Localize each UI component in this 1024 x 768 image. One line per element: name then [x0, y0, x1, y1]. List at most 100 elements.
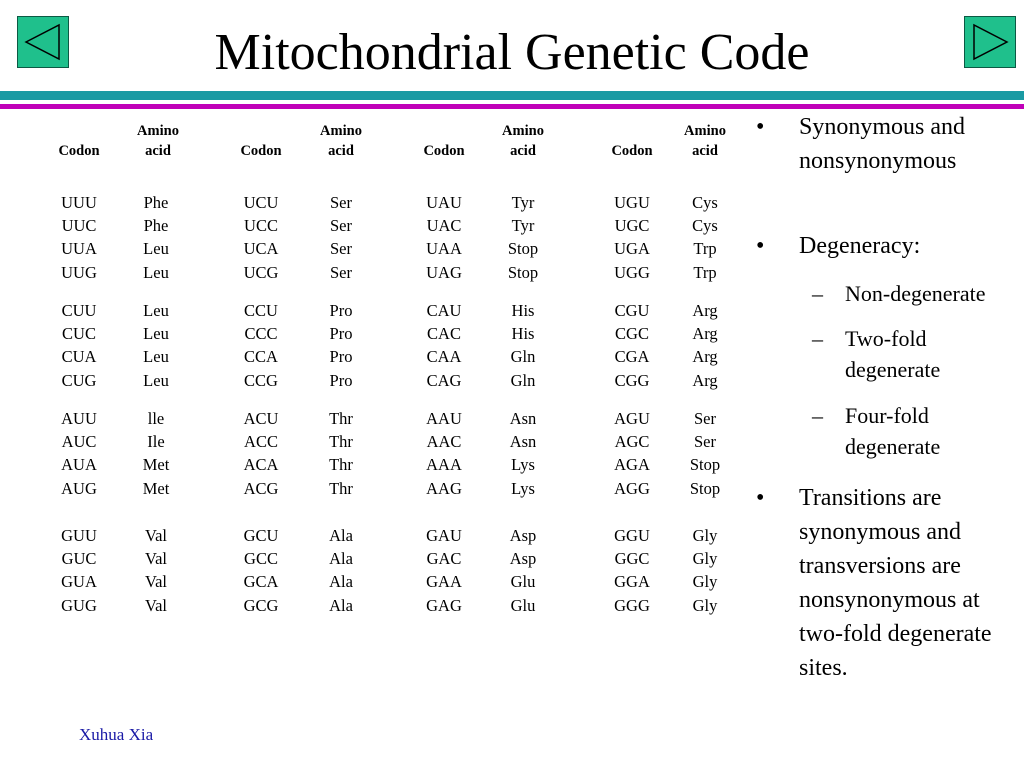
codon-cell: GGC — [614, 549, 650, 569]
slide-title: Mitochondrial Genetic Code — [214, 24, 810, 81]
amino-acid-cell: Leu — [143, 262, 169, 282]
codon-cell: CAU — [426, 301, 462, 320]
amino-acid-cell: Val — [145, 549, 167, 569]
amino-acid-cell: Leu — [143, 324, 169, 344]
header-amino-acid-line2: acid — [328, 143, 354, 159]
codon-cell: AUA — [61, 455, 97, 475]
codon-cell: UAC — [426, 216, 462, 236]
amino-acid-cell: Lys — [511, 478, 535, 498]
amino-acid-cell: Stop — [507, 239, 539, 259]
codon-cell: GUC — [61, 549, 97, 569]
amino-acid-cell: His — [511, 301, 535, 320]
amino-acid-cell: Ile — [147, 432, 165, 452]
bullet-text: Non-degenerate — [845, 281, 986, 306]
codon-cell: CUU — [61, 301, 97, 320]
amino-acid-cell: Pro — [329, 324, 353, 344]
amino-acid-cell: Gln — [510, 347, 536, 367]
codon-cell: ACG — [243, 478, 279, 498]
amino-acid-cell: Arg — [692, 301, 718, 320]
divider-teal — [0, 91, 1024, 100]
amino-acid-cell: Ser — [330, 193, 352, 212]
bullet-text: Two-fold degenerate — [845, 326, 941, 382]
amino-acid-cell: Val — [145, 572, 167, 592]
amino-acid-cell: Asp — [509, 526, 537, 545]
amino-acid-cell: Ser — [694, 432, 716, 452]
amino-acid-cell: Cys — [692, 193, 718, 212]
amino-acid-cell: Leu — [143, 301, 169, 320]
codon-cell: AGC — [614, 432, 650, 452]
amino-acid-cell: Ala — [329, 572, 353, 592]
amino-acid-cell: Met — [142, 455, 170, 475]
codon-cell: GAG — [426, 595, 462, 615]
codon-cell: CGG — [614, 370, 650, 390]
codon-cell: GUU — [61, 526, 97, 545]
header-amino-acid-line1: Amino — [502, 123, 544, 139]
codon-cell: CUA — [61, 347, 97, 367]
amino-acid-cell: Ala — [329, 549, 353, 569]
amino-acid-cell: Asn — [509, 432, 537, 452]
codon-cell: AGG — [614, 478, 650, 498]
codon-cell: UUU — [61, 193, 97, 212]
codon-cell: UAA — [426, 239, 462, 259]
codon-cell: UUC — [61, 216, 97, 236]
codon-cell: UGG — [614, 262, 650, 282]
codon-cell: CUG — [61, 370, 97, 390]
codon-cell: UUG — [61, 262, 97, 282]
amino-acid-cell: Gln — [510, 370, 536, 390]
amino-acid-cell: Gly — [692, 549, 718, 569]
header-amino-acid-line1: Amino — [137, 123, 179, 139]
amino-acid-cell: Ser — [694, 409, 716, 428]
codon-cell: CGA — [614, 347, 650, 367]
amino-acid-cell: Leu — [143, 239, 169, 259]
bullet-marker: • — [756, 233, 765, 259]
codon-cell: GGA — [614, 572, 650, 592]
header-amino-acid-line1: Amino — [320, 123, 362, 139]
codon-cell: GUA — [61, 572, 97, 592]
codon-cell: GCU — [243, 526, 279, 545]
codon-cell: AUG — [61, 478, 97, 498]
next-slide-button[interactable] — [964, 16, 1016, 68]
codon-cell: UCC — [244, 216, 278, 236]
codon-cell: UCU — [243, 193, 279, 212]
triangle-right-icon — [973, 23, 1009, 61]
codon-cell: CCC — [244, 324, 278, 344]
codon-cell: GCC — [244, 549, 278, 569]
amino-acid-cell: Stop — [689, 455, 721, 475]
amino-acid-cell: Phe — [143, 193, 169, 212]
amino-acid-cell: His — [511, 324, 535, 344]
amino-acid-cell: Ala — [329, 526, 353, 545]
amino-acid-cell: Met — [142, 478, 170, 498]
amino-acid-cell: Stop — [689, 478, 721, 498]
amino-acid-cell: Gly — [692, 526, 718, 545]
codon-cell: UAG — [426, 262, 462, 282]
amino-acid-cell: Val — [145, 595, 167, 615]
amino-acid-cell: Trp — [693, 262, 717, 282]
footer-author: Xuhua Xia — [79, 725, 154, 744]
codon-cell: GAC — [426, 549, 462, 569]
amino-acid-cell: Thr — [329, 409, 353, 428]
amino-acid-cell: Ser — [330, 239, 352, 259]
codon-cell: GAA — [426, 572, 462, 592]
codon-cell: AGU — [614, 409, 650, 428]
bullet-marker: • — [756, 485, 765, 511]
codon-cell: CUC — [62, 324, 96, 344]
amino-acid-cell: Leu — [143, 347, 169, 367]
bullet-text: Synonymous and nonsynonymous — [799, 114, 966, 174]
header-codon: Codon — [423, 143, 465, 159]
codon-cell: AAG — [426, 478, 462, 498]
previous-slide-button[interactable] — [17, 16, 69, 68]
codon-cell: CCG — [244, 370, 278, 390]
amino-acid-cell: Leu — [143, 370, 169, 390]
codon-cell: AGA — [614, 455, 650, 475]
codon-cell: GUG — [61, 595, 97, 615]
divider-magenta — [0, 104, 1024, 109]
codon-cell: UGA — [614, 239, 650, 259]
bullet-marker: • — [756, 114, 765, 140]
codon-cell: GGG — [614, 595, 650, 615]
codon-cell: UGC — [614, 216, 650, 236]
amino-acid-cell: Ser — [330, 262, 352, 282]
bullet-text: Transitions are synonymous and transvers… — [799, 485, 992, 681]
amino-acid-cell: Stop — [507, 262, 539, 282]
header-amino-acid-line1: Amino — [684, 123, 726, 139]
codon-cell: CGU — [614, 301, 650, 320]
